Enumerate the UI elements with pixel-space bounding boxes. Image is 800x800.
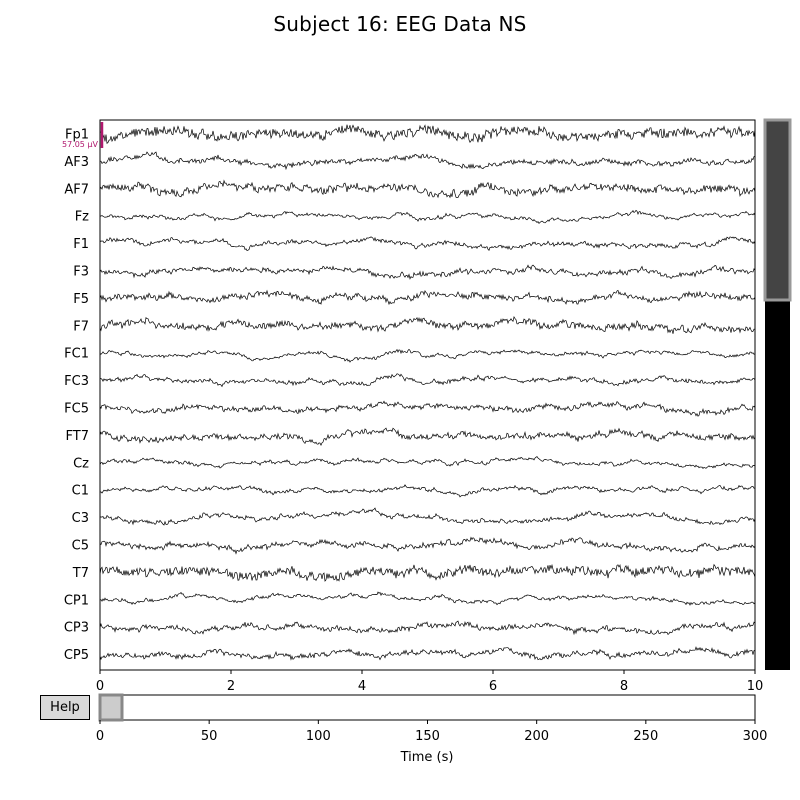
channel-label-c1: C1	[72, 484, 89, 499]
time-axis-ticks: 0 2 4 6 8 10	[96, 670, 763, 694]
eeg-trace-cp5	[99, 646, 756, 661]
eeg-trace-af3	[100, 151, 756, 171]
channel-label-f1: F1	[73, 237, 89, 252]
eeg-traces	[99, 124, 756, 661]
eeg-trace-cp1	[99, 591, 756, 606]
eeg-trace-ft7	[99, 427, 756, 447]
overview-tick-label: 250	[633, 729, 658, 744]
scalebar-label: 57.05 µV	[62, 140, 99, 149]
channel-label-c5: C5	[72, 539, 89, 554]
channel-label-cp5: CP5	[64, 648, 89, 663]
overview-tick-label: 50	[201, 729, 218, 744]
eeg-trace-fc1	[99, 348, 756, 363]
channel-label-fp1: Fp1	[65, 128, 89, 143]
channel-label-fc1: FC1	[64, 347, 89, 362]
channel-label-t7: T7	[72, 566, 89, 581]
eeg-trace-fz	[99, 209, 756, 224]
time-tick-label: 6	[489, 679, 497, 694]
overview-time-ticks: 0 50 100 150 200 250 300	[96, 720, 768, 744]
eeg-trace-t7	[99, 563, 756, 582]
time-tick-label: 2	[227, 679, 235, 694]
eeg-trace-f5	[99, 289, 756, 306]
time-scrollbar[interactable]: 0 50 100 150 200 250 300 Time (s)	[96, 693, 768, 765]
eeg-axes-frame	[99, 119, 756, 671]
eeg-trace-fc3	[99, 373, 756, 388]
channel-label-af3: AF3	[64, 155, 89, 170]
overview-tick-label: 200	[524, 729, 549, 744]
overview-tick-label: 0	[96, 729, 104, 744]
time-scrollbar-thumb[interactable]	[98, 693, 124, 722]
eeg-trace-f1	[99, 236, 756, 252]
figure-title: Subject 16: EEG Data NS	[273, 12, 527, 36]
channel-scrollbar[interactable]	[763, 118, 792, 670]
overview-tick-label: 100	[306, 729, 331, 744]
help-button[interactable]: Help	[40, 695, 90, 720]
eeg-trace-fp1	[99, 124, 756, 144]
overview-tick-label: 150	[415, 729, 440, 744]
time-tick-label: 0	[96, 679, 104, 694]
channel-scrollbar-thumb[interactable]	[763, 118, 792, 302]
channel-label-cp1: CP1	[64, 593, 89, 608]
eeg-trace-af7	[99, 179, 756, 199]
channel-label-af7: AF7	[64, 182, 89, 197]
eeg-trace-fc5	[99, 400, 756, 417]
channel-label-f5: F5	[73, 292, 89, 307]
channel-label-fz: Fz	[75, 210, 89, 225]
channel-label-f7: F7	[73, 319, 89, 334]
eeg-trace-f7	[99, 315, 756, 334]
channel-label-fc5: FC5	[64, 402, 89, 417]
eeg-trace-c3	[99, 507, 756, 526]
overview-tick-label: 300	[743, 729, 768, 744]
channel-label-cz: Cz	[73, 456, 89, 471]
channel-label-fc3: FC3	[64, 374, 89, 389]
time-tick-label: 8	[620, 679, 628, 694]
channel-label-cp3: CP3	[64, 621, 89, 636]
time-tick-label: 10	[747, 679, 764, 694]
channel-label-f3: F3	[73, 265, 89, 280]
eeg-trace-f3	[99, 264, 756, 280]
channel-label-ft7: FT7	[66, 429, 89, 444]
time-axis-label: Time (s)	[400, 750, 454, 765]
time-tick-label: 4	[358, 679, 366, 694]
eeg-plot-area: Fp1 AF3 AF7 Fz F1 F3 F5 F7 FC1 FC3 FC5 FT7 Cz C1 C3 C5 T…	[62, 119, 763, 694]
time-scrollbar-track[interactable]	[99, 694, 756, 721]
channel-label-c3: C3	[72, 511, 89, 526]
eeg-trace-c1	[99, 484, 756, 498]
channel-labels: Fp1 AF3 AF7 Fz F1 F3 F5 F7 FC1 FC3 FC5 FT7 Cz C1 C3 C5 T…	[64, 128, 89, 664]
eeg-trace-cp3	[99, 620, 756, 636]
eeg-trace-c5	[99, 536, 756, 555]
eeg-trace-cz	[99, 456, 756, 469]
